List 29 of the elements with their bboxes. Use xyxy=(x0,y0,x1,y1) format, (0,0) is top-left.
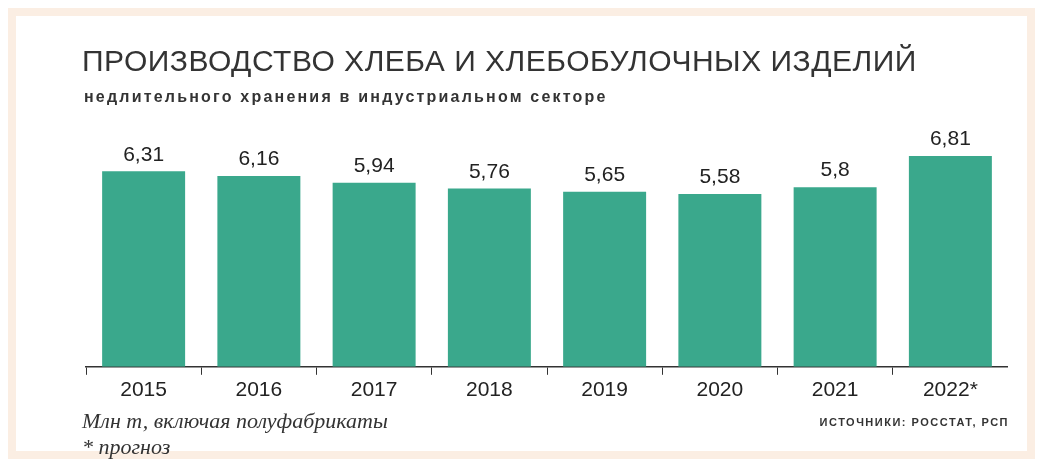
data-label: 5,58 xyxy=(699,164,741,188)
bar xyxy=(102,171,186,367)
bar xyxy=(217,176,301,367)
text: * прогноз xyxy=(82,434,171,460)
data-label: 6,81 xyxy=(929,126,971,150)
x-tick-label: 2017 xyxy=(350,377,398,401)
data-label: 5,76 xyxy=(468,158,510,182)
bar xyxy=(678,193,762,367)
x-tick-label: 2021 xyxy=(811,377,859,401)
x-tick-label: 2018 xyxy=(466,377,513,401)
data-label: 5,94 xyxy=(353,153,395,177)
x-tick-label: 2016 xyxy=(235,377,283,401)
data-label: 5,8 xyxy=(820,157,850,181)
x-tick-label: 2020 xyxy=(696,377,744,401)
chart-title: ПРОИЗВОДСТВО ХЛЕБА И ХЛЕБОБУЛОЧНЫХ ИЗДЕЛИЙ xyxy=(82,44,917,78)
data-label: 6,31 xyxy=(123,141,165,165)
bar xyxy=(563,191,647,367)
chart-subtitle: недлительного хранения в индустриальном секторе xyxy=(84,88,608,106)
bar xyxy=(447,188,531,367)
text: ИСТОЧНИКИ: РОССТАТ, РСП xyxy=(819,416,1009,428)
data-label: 6,16 xyxy=(238,146,280,170)
x-tick-label: 2019 xyxy=(581,377,628,401)
text: Млн т, включая полуфабрикаты xyxy=(82,408,388,434)
bar xyxy=(332,182,416,367)
data-label: 5,65 xyxy=(584,162,626,186)
x-tick-label: 2015 xyxy=(120,377,167,401)
x-tick-label: 2022* xyxy=(922,377,978,401)
bar xyxy=(908,155,992,367)
bar xyxy=(793,187,877,367)
